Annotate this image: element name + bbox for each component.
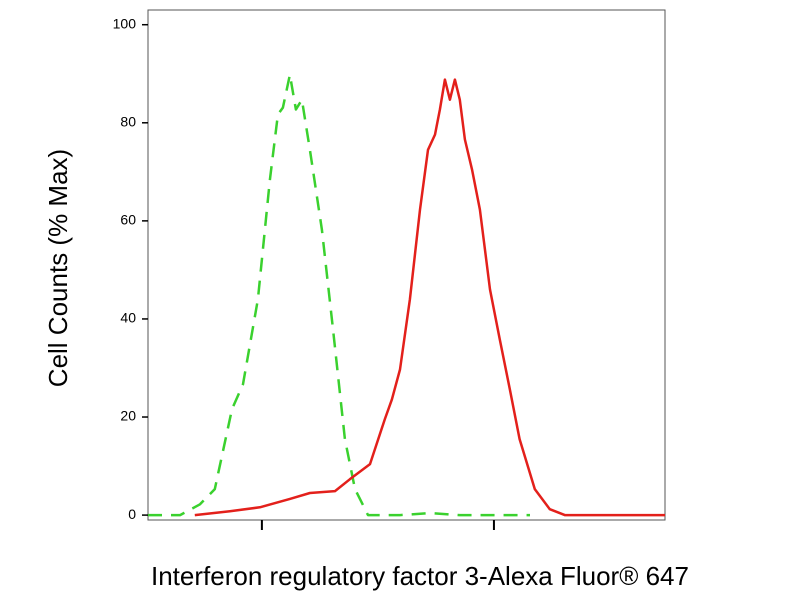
y-tick-label: 60 — [120, 212, 136, 228]
histogram-line — [194, 78, 665, 517]
plot-frame — [147, 9, 666, 521]
y-tick-label: 20 — [120, 408, 136, 424]
y-tick-label: 0 — [128, 506, 136, 522]
histogram-line — [148, 73, 530, 517]
y-tick-label: 40 — [120, 310, 136, 326]
y-tick-label: 80 — [120, 113, 136, 129]
y-axis-label: Cell Counts (% Max) — [43, 149, 73, 387]
y-tick-label: 100 — [113, 15, 137, 31]
x-axis-label: Interferon regulatory factor 3-Alexa Flu… — [151, 561, 689, 591]
